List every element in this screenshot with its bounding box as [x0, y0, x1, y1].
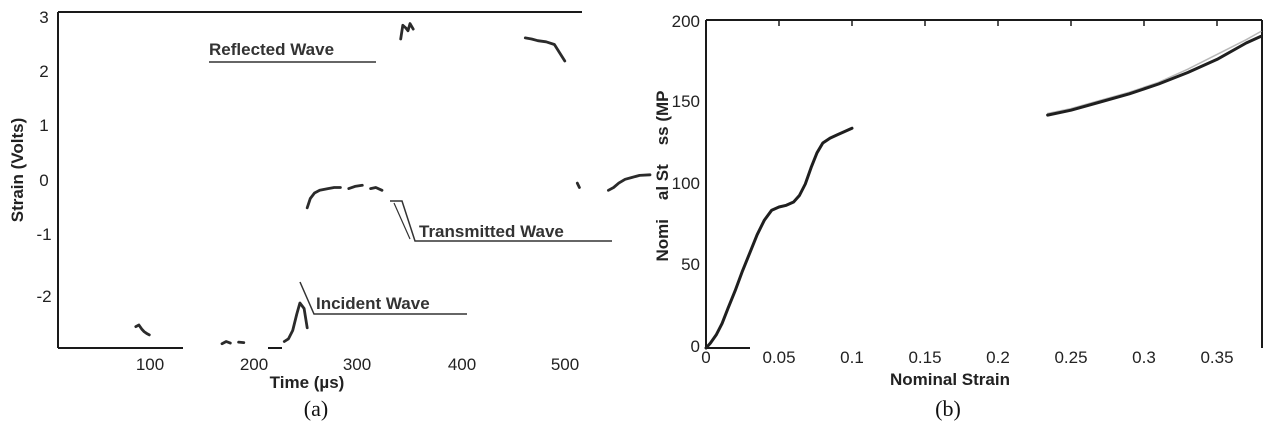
b-xtick-label: 0.35: [1200, 348, 1233, 367]
a-y-axis-title: Strain (Volts): [8, 118, 27, 223]
series-0-line-segment-9: [575, 181, 581, 189]
annotation-transmitted-wave: Transmitted Wave: [390, 200, 612, 242]
series-0-line-segment-10: [607, 173, 652, 192]
series-0-line-segment-7: [399, 22, 415, 41]
a-ytick-label: 1: [39, 116, 48, 135]
series-0-line-segment-6: [369, 186, 384, 192]
series-0-line-segment-8: [523, 36, 567, 63]
series-0-line-segment-2: [237, 340, 246, 345]
a-xtick-label: 200: [240, 355, 268, 374]
b-xtick-label: 0: [701, 348, 710, 367]
series-0-line-segment-0: [704, 126, 854, 350]
b-xtick-label: 0.05: [762, 348, 795, 367]
a-xtick-label: 400: [448, 355, 476, 374]
a-xtick-label: 100: [136, 355, 164, 374]
series-0-line-segment-4: [305, 186, 342, 210]
annotation-leader-line: [390, 200, 612, 242]
annotation-leader-line: [393, 202, 411, 240]
b-x-axis-title: Nominal Strain: [890, 370, 1010, 389]
a-xtick-label: 300: [343, 355, 371, 374]
b-xtick-label: 0.2: [986, 348, 1010, 367]
series-0-line-segment-5: [347, 183, 364, 191]
b-series: [704, 30, 1263, 350]
b-xtick-label: 0.25: [1054, 348, 1087, 367]
b-xtick-label: 0.15: [908, 348, 941, 367]
annotation-label: Transmitted Wave: [419, 222, 564, 241]
series-1-line-segment-0: [1046, 30, 1262, 115]
annotation-label: Incident Wave: [316, 294, 430, 313]
a-ytick-label: 2: [39, 62, 48, 81]
b-xtick-label: 0.1: [840, 348, 864, 367]
panel-b: 200 150 100 50 0 0 0.05 0.1 0.15 0.2 0.2…: [653, 12, 1263, 421]
annotation-incident-wave: Incident Wave: [299, 281, 467, 315]
series-0-line-segment-1: [1046, 34, 1263, 117]
a-ytick-label: 3: [39, 8, 48, 27]
panel-a: 3 2 1 0 -1 -2 100 200 300 400 500 Time (…: [8, 8, 652, 421]
series-0-line-segment-0: [134, 323, 151, 337]
a-ytick-label: -2: [36, 287, 51, 306]
a-ytick-label: -1: [36, 225, 51, 244]
annotation-label: Reflected Wave: [209, 40, 334, 59]
b-ytick-label: 50: [681, 255, 700, 274]
annotation-leader-line: [299, 281, 467, 315]
b-ytick-label: 100: [672, 174, 700, 193]
a-series: [134, 22, 652, 346]
annotation-reflected-wave: Reflected Wave: [209, 40, 376, 63]
b-xtick-label: 0.3: [1132, 348, 1156, 367]
b-ytick-label: 200: [672, 12, 700, 31]
b-y-axis-title: Nomi al St ss (MP: [653, 91, 672, 262]
series-0-line-segment-3: [282, 301, 309, 343]
b-ytick-label: 0: [691, 337, 700, 356]
b-caption: (b): [935, 396, 961, 421]
a-xtick-label: 500: [551, 355, 579, 374]
a-caption: (a): [304, 396, 328, 421]
series-0-line-segment-1: [220, 340, 232, 346]
b-ytick-label: 150: [672, 92, 700, 111]
a-x-axis-title: Time (µs): [270, 373, 345, 392]
a-ytick-label: 0: [39, 171, 48, 190]
